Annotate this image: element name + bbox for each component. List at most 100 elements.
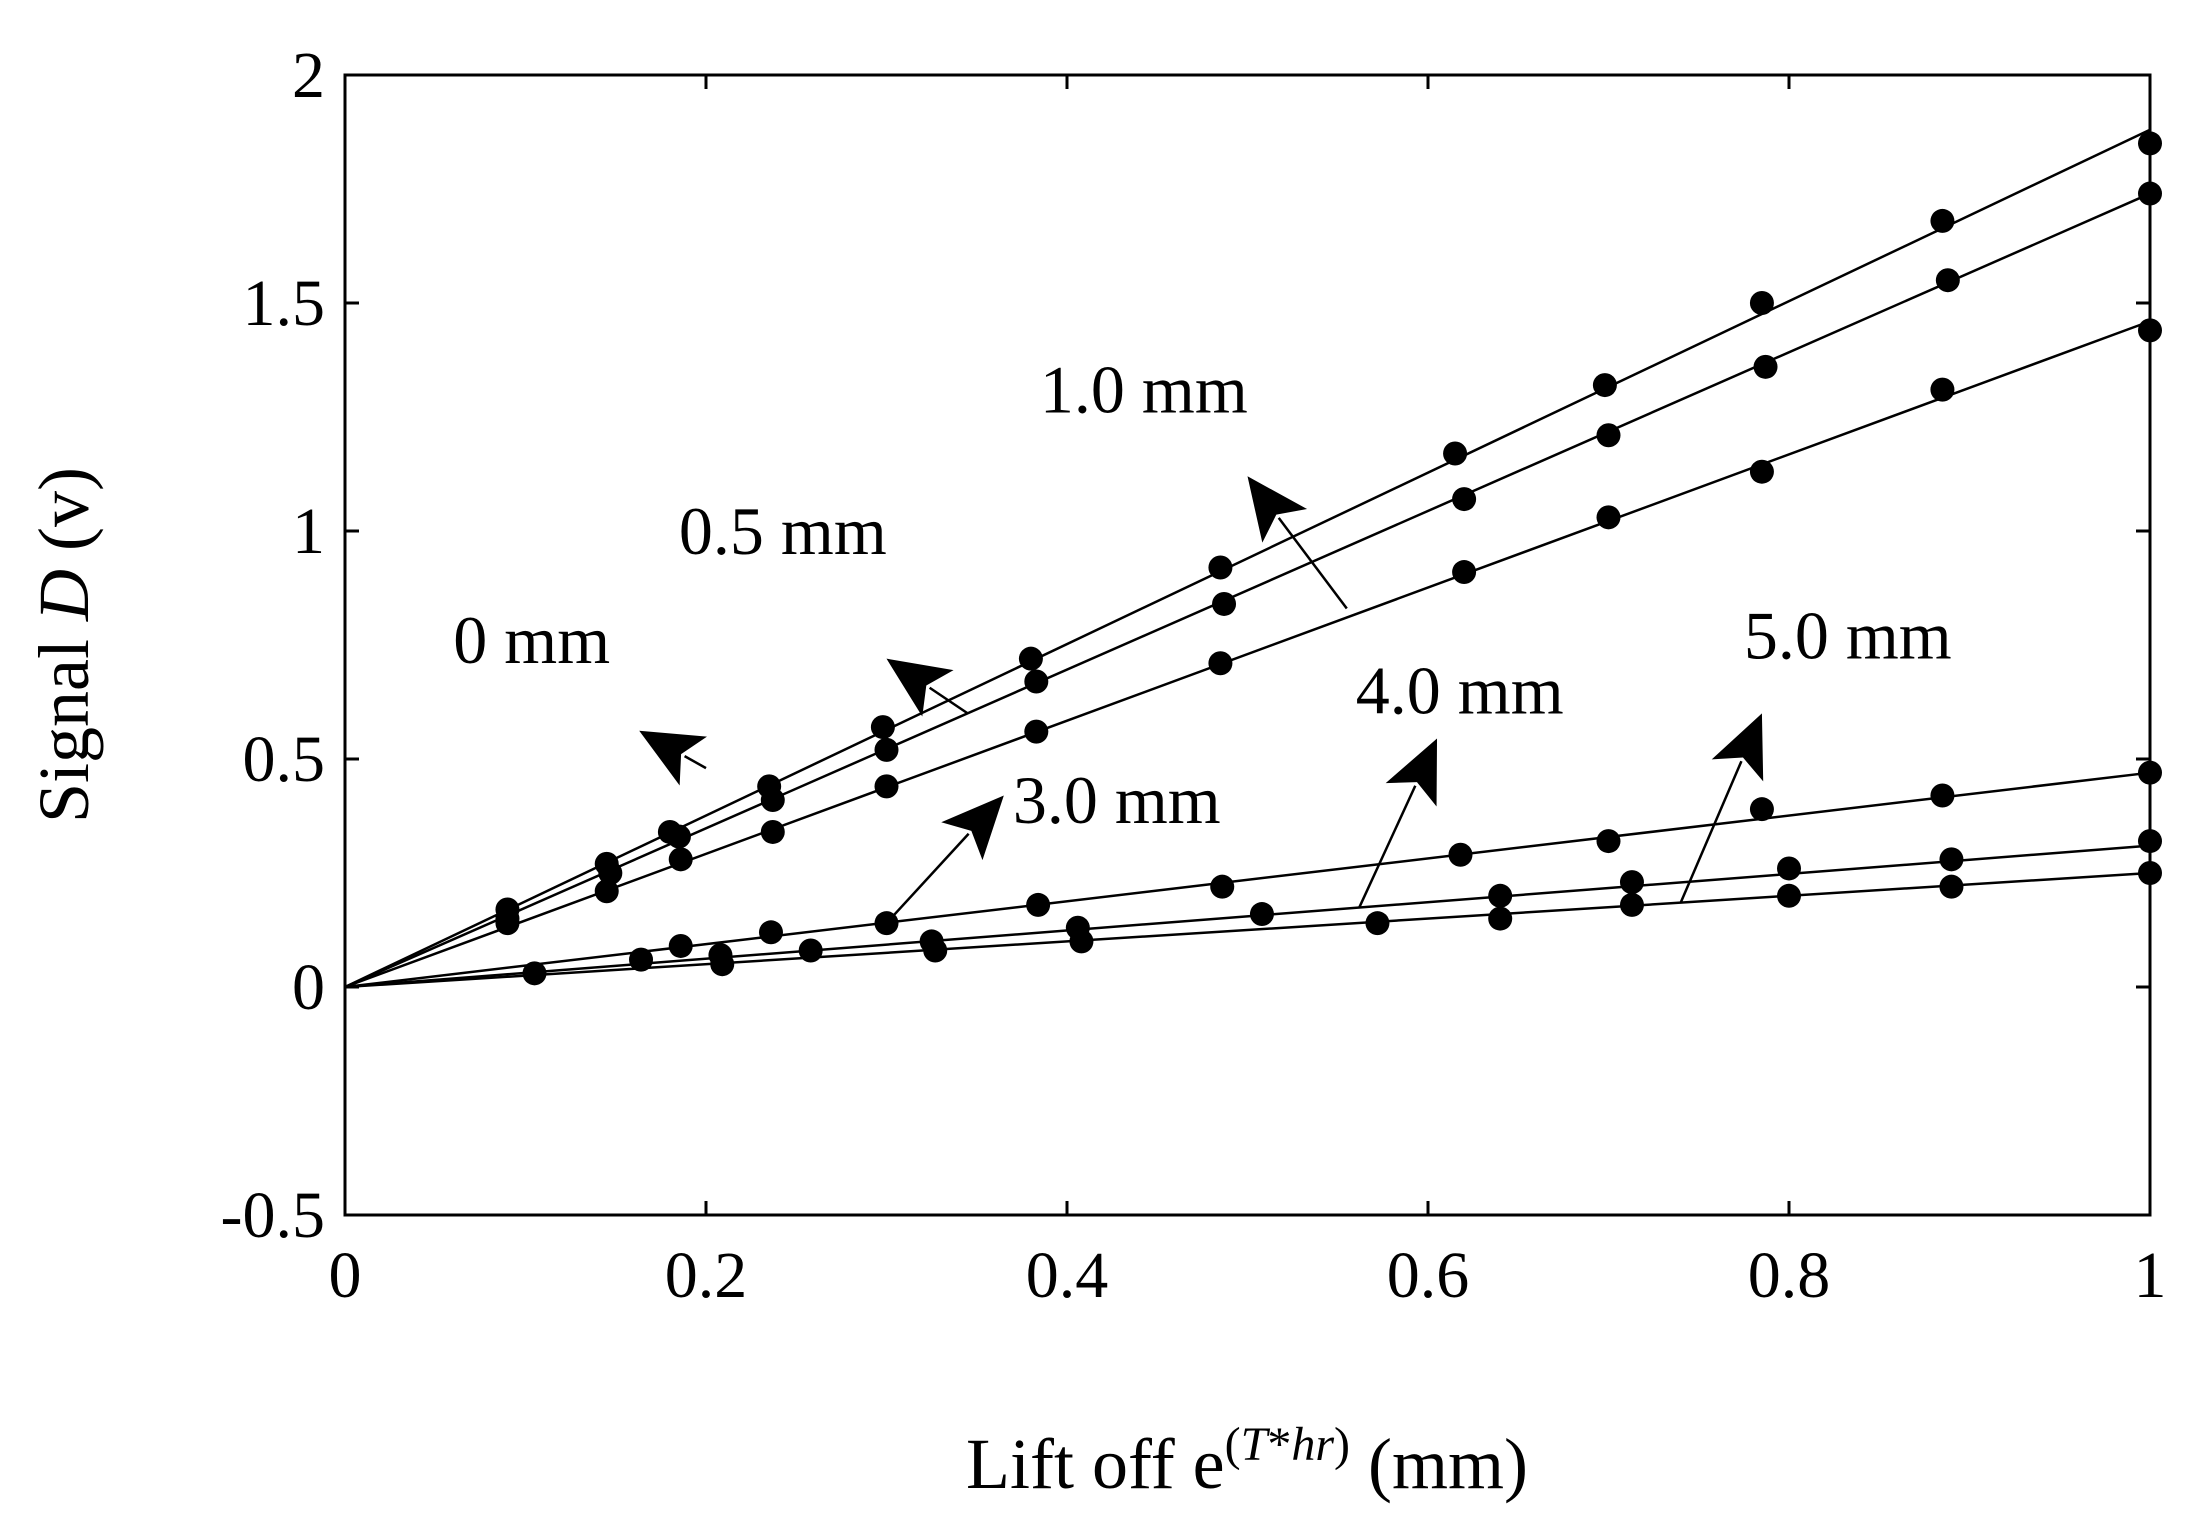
data-point xyxy=(1024,669,1049,694)
annotation-arrow-shaft xyxy=(1358,785,1417,908)
annotation-arrow-shaft xyxy=(1277,517,1348,610)
series-4-0-mm xyxy=(344,829,2162,989)
data-point xyxy=(2138,861,2162,885)
x-tick-label: 0.2 xyxy=(665,1239,748,1312)
annotation-arrow-head xyxy=(1385,738,1438,807)
annotation-arrow-shaft xyxy=(928,686,969,715)
annotation-arrow-shaft xyxy=(683,755,707,770)
data-point xyxy=(1777,883,1801,908)
annotation-layer: 0 mm 0.5 mm 1.0 mm 3.0 mm 4.0 mm 5.0 mm xyxy=(453,351,1952,925)
data-point xyxy=(1596,829,1621,854)
annotation-label: 5.0 mm xyxy=(1744,598,1952,674)
annotation-arrow-shaft xyxy=(1679,760,1743,904)
series-0-5-mm xyxy=(344,181,2162,989)
data-point xyxy=(1026,892,1051,917)
annotation: 4.0 mm xyxy=(1356,652,1564,908)
series-1-0-mm xyxy=(344,318,2162,989)
data-point xyxy=(1069,929,1094,954)
data-point xyxy=(1488,906,1513,931)
data-point xyxy=(1249,902,1274,927)
annotation-arrow-head xyxy=(639,730,707,786)
y-axis-title: Signal D (v) xyxy=(24,467,104,823)
x-sup-hr: hr xyxy=(1291,1418,1334,1471)
annotation-label: 4.0 mm xyxy=(1356,652,1564,728)
data-point xyxy=(1024,719,1049,744)
series-line xyxy=(344,192,2151,989)
annotation-arrow-head xyxy=(886,658,954,717)
data-point xyxy=(1443,441,1468,466)
data-point xyxy=(1596,505,1621,530)
data-point xyxy=(874,737,899,762)
data-point xyxy=(495,911,520,936)
data-point xyxy=(1939,874,1964,899)
y-tick-label: 1.5 xyxy=(243,267,326,340)
data-point xyxy=(522,961,547,986)
data-point xyxy=(1753,354,1778,379)
data-point xyxy=(760,788,785,813)
plot-frame xyxy=(343,73,2152,1217)
data-point xyxy=(1018,646,1043,671)
x-tick-label: 0.4 xyxy=(1026,1239,1109,1312)
data-point xyxy=(1749,291,1774,315)
series-line xyxy=(344,871,2151,989)
data-point xyxy=(1452,560,1477,585)
data-point xyxy=(598,861,623,885)
x-sup-t: T xyxy=(1241,1418,1271,1471)
x-tick-label: 0.8 xyxy=(1748,1239,1831,1312)
data-point xyxy=(760,819,785,844)
x-tick-label: 0.6 xyxy=(1387,1239,1470,1312)
data-point xyxy=(1930,377,1955,402)
y-tick-label: 0 xyxy=(292,951,325,1024)
x-axis: 0 0.2 0.4 0.6 0.8 1 xyxy=(329,75,2167,1312)
data-point xyxy=(1930,208,1955,233)
data-point xyxy=(1749,459,1774,484)
data-point xyxy=(2138,760,2162,785)
data-point xyxy=(2138,829,2162,854)
data-point xyxy=(870,715,895,740)
data-point xyxy=(594,879,619,904)
y-axis: -0.5 0 0.5 1 1.5 2 xyxy=(221,39,2150,1252)
x-tick-label: 1 xyxy=(2134,1239,2167,1312)
y-tick-label: -0.5 xyxy=(221,1179,325,1252)
data-point xyxy=(1619,870,1644,895)
x-tick-label: 0 xyxy=(329,1239,362,1312)
x-axis-title: Lift off e(T*hr) (mm) xyxy=(966,1418,1528,1504)
annotation: 0.5 mm xyxy=(679,493,969,717)
annotation-arrow-head xyxy=(1247,476,1308,543)
data-point xyxy=(1596,423,1621,448)
annotation-label: 0 mm xyxy=(453,602,610,678)
data-point xyxy=(1749,797,1774,822)
data-point xyxy=(1777,856,1801,881)
data-point xyxy=(668,933,693,958)
data-point xyxy=(1935,268,1960,293)
x-sup-open: ( xyxy=(1225,1418,1241,1471)
y-axis-title-suffix: (v) xyxy=(24,467,104,569)
x-axis-title-prefix: Lift off e xyxy=(966,1424,1225,1504)
data-point xyxy=(1212,591,1237,616)
data-point xyxy=(668,847,693,872)
y-axis-title-var: D xyxy=(24,569,104,622)
annotation-arrow-head xyxy=(1711,713,1764,782)
x-sup-star: * xyxy=(1267,1418,1291,1471)
annotation-arrow-shaft xyxy=(885,832,970,925)
data-point xyxy=(1619,892,1644,917)
series-layer xyxy=(344,128,2162,989)
x-sup-close: ) xyxy=(1334,1418,1350,1471)
series-line xyxy=(344,320,2151,989)
data-point xyxy=(2138,131,2162,156)
data-point xyxy=(710,952,735,977)
data-point xyxy=(1930,783,1955,808)
series-5-0-mm xyxy=(344,861,2162,989)
data-point xyxy=(1592,373,1617,398)
annotation: 0 mm xyxy=(453,602,707,786)
annotation: 1.0 mm xyxy=(1040,351,1348,610)
annotation-label: 0.5 mm xyxy=(679,493,887,569)
series-line xyxy=(344,128,2151,989)
y-tick-label: 0.5 xyxy=(243,723,326,796)
x-axis-title-superscript: (T*hr) xyxy=(1225,1418,1350,1471)
data-point xyxy=(1448,842,1473,867)
data-point xyxy=(2138,318,2162,343)
annotation: 3.0 mm xyxy=(885,762,1221,925)
data-point xyxy=(758,920,783,945)
